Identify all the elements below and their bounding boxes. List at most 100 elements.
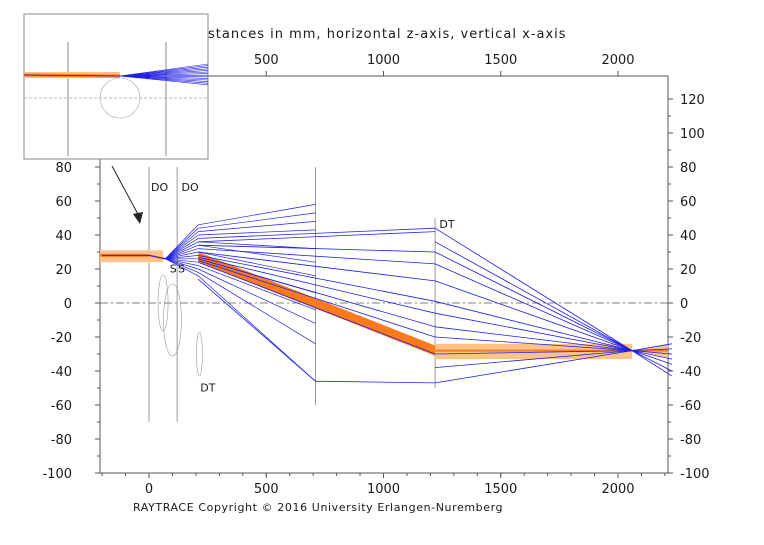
- copyright-text: RAYTRACE Copyright © 2016 University Erl…: [133, 501, 503, 514]
- y-right-tick-label: -60: [680, 399, 701, 414]
- ray-line: [198, 221, 316, 232]
- x-tick-label: 1500: [484, 482, 517, 497]
- ray-line: [434, 280, 633, 351]
- y-right-tick-label: 100: [680, 127, 705, 142]
- ray-line: [631, 350, 673, 377]
- ray-line: [198, 272, 316, 345]
- ray-line: [434, 227, 633, 351]
- ray-line: [165, 258, 199, 266]
- ray-line: [435, 326, 633, 351]
- x-top-tick-label: 500: [254, 53, 279, 68]
- y-left-tick-label: -40: [51, 365, 72, 380]
- optical-elements: [148, 167, 436, 422]
- y-right-tick-label: -100: [680, 467, 710, 482]
- ray-line: [198, 258, 436, 328]
- x-top-tick-label: 1000: [367, 53, 400, 68]
- element-labels: DO DO S S DT DT: [151, 181, 455, 395]
- ray-line: [434, 300, 633, 351]
- beam-core-diagonal: [198, 252, 436, 356]
- y-left-tick-label: 40: [55, 229, 72, 244]
- ray-line: [198, 204, 316, 226]
- ray-line: [198, 244, 316, 263]
- element-label: S: [178, 262, 185, 275]
- ray-line: [434, 241, 633, 351]
- ray-line: [165, 244, 199, 260]
- ray-line: [165, 227, 199, 260]
- y-left-tick-label: 0: [64, 297, 72, 312]
- ray-line: [165, 258, 199, 263]
- y-left-tick-label: 20: [55, 263, 72, 278]
- ray-line: [198, 241, 316, 249]
- y-right-tick-label: -40: [680, 365, 701, 380]
- ray-line: [632, 350, 672, 355]
- y-right-tick-label: 80: [680, 161, 697, 176]
- y-left-tick-label: -60: [51, 399, 72, 414]
- element-label: S: [170, 262, 177, 275]
- ray-line: [435, 350, 633, 384]
- ray-line: [435, 312, 633, 351]
- ray-line: [435, 336, 633, 351]
- lens-outline: [163, 283, 182, 357]
- inset-frame: [23, 13, 209, 160]
- x-tick-label: 0: [145, 482, 153, 497]
- ray-line: [198, 231, 436, 243]
- x-tick-label: 1000: [367, 482, 400, 497]
- ray-line: [165, 258, 199, 270]
- ray-line: [165, 248, 199, 260]
- ray-line: [165, 238, 199, 260]
- element-label: DO: [151, 181, 168, 194]
- ray-line: [198, 260, 436, 338]
- y-left-tick-label: -100: [42, 467, 72, 482]
- ray-line: [198, 244, 436, 253]
- ray-line: [632, 343, 673, 351]
- element-label: DO: [181, 181, 198, 194]
- element-label: DT: [439, 218, 454, 231]
- y-right-tick-label: 120: [680, 93, 705, 108]
- ray-line: [165, 234, 199, 260]
- inset-ray: [119, 75, 209, 86]
- ray-line: [434, 251, 633, 351]
- element-label: DT: [200, 381, 215, 394]
- ray-line: [165, 231, 199, 260]
- inset-pointer-line: [111, 165, 141, 219]
- y-right-tick-label: -20: [680, 331, 701, 346]
- ray-line: [197, 278, 436, 384]
- ray-line: [631, 350, 673, 372]
- rays: [102, 204, 673, 384]
- ray-line: [434, 263, 633, 351]
- ray-line: [198, 248, 436, 265]
- ray-line: [165, 258, 199, 277]
- y-left-tick-label: 60: [55, 195, 72, 210]
- ray-line: [198, 275, 316, 382]
- ray-line: [165, 255, 199, 260]
- ray-line: [165, 241, 199, 260]
- y-left-tick-label: -80: [51, 433, 72, 448]
- ray-line: [198, 256, 436, 314]
- inset-ray: [23, 74, 121, 77]
- inset-zoom: [23, 13, 209, 224]
- lens-outline: [196, 331, 203, 377]
- x-tick-label: 500: [254, 482, 279, 497]
- ray-line: [198, 255, 436, 302]
- lens-outline: [157, 274, 169, 332]
- ray-line: [435, 350, 633, 355]
- y-left-tick-label: -20: [51, 331, 72, 346]
- y-right-tick-label: 40: [680, 229, 697, 244]
- ray-line: [198, 265, 316, 311]
- plot-title: stances in mm, horizontal z-axis, vertic…: [208, 27, 567, 42]
- ray-line: [165, 258, 199, 273]
- ray-line: [198, 261, 436, 355]
- y-right-tick-label: -80: [680, 433, 701, 448]
- x-tick-label: 2000: [601, 482, 634, 497]
- x-top-tick-label: 1500: [484, 53, 517, 68]
- ray-line: [198, 251, 436, 282]
- ray-line: [198, 229, 316, 236]
- ray-line: [198, 251, 316, 277]
- ray-line: [165, 251, 199, 260]
- inset-pointer-arrowhead: [133, 212, 143, 224]
- ray-line: [198, 212, 316, 229]
- ray-line: [165, 224, 199, 260]
